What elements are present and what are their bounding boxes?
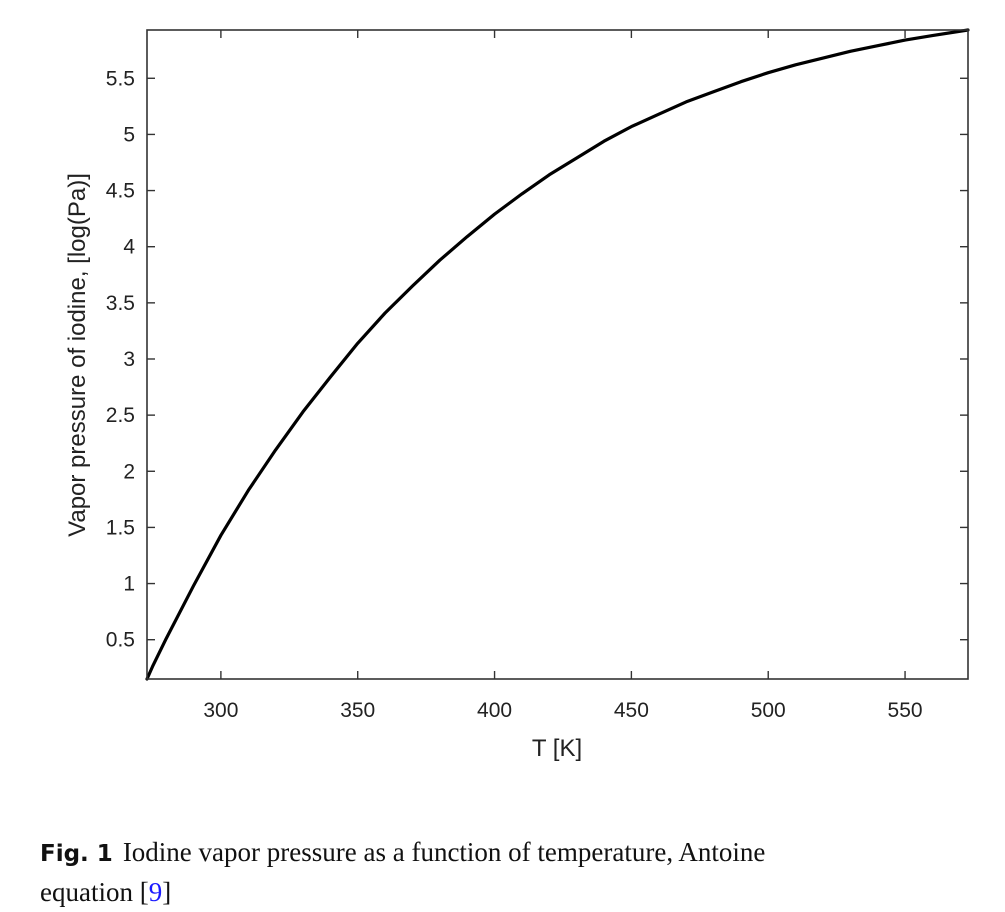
y-tick-label: 5 — [123, 123, 135, 146]
y-tick-label: 2.5 — [106, 404, 135, 427]
axes-frame — [146, 29, 969, 680]
y-tick-label: 2 — [123, 460, 135, 483]
x-tick-label: 400 — [477, 699, 512, 722]
x-tick-label: 550 — [888, 699, 923, 722]
x-tick-label: 450 — [614, 699, 649, 722]
chart: 300 350 400 450 500 550 0.5 1 1.5 2 2.5 3 3.5 4 4.5 5 5.… — [64, 28, 970, 762]
caption-text-line2: equation [ — [40, 877, 149, 907]
figure-label: Fig. 1 — [40, 841, 113, 867]
y-tick-label: 4 — [123, 236, 135, 259]
y-tick-label: 5.5 — [106, 67, 135, 90]
x-axis-title: T [K] — [532, 735, 582, 762]
x-tick-label: 500 — [751, 699, 786, 722]
y-tick-label: 1.5 — [106, 516, 135, 539]
plot-area — [145, 28, 970, 681]
y-axis-title: Vapor pressure of iodine, [log(Pa)] — [64, 173, 91, 537]
caption-text-line2-end: ] — [162, 877, 172, 907]
y-tick-label: 4.5 — [106, 180, 135, 203]
x-tick-label: 350 — [340, 699, 375, 722]
y-tick-label: 0.5 — [106, 629, 135, 652]
axis-ticks: 300 350 400 450 500 550 0.5 1 1.5 2 2.5 3 3.5 4 4.5 5 5.… — [106, 30, 968, 722]
caption-text-line1: Iodine vapor pressure as a function of t… — [122, 837, 766, 867]
x-tick-label: 300 — [203, 699, 238, 722]
figure-caption: Fig. 1 Iodine vapor pressure as a functio… — [40, 833, 990, 911]
reference-link[interactable]: 9 — [148, 877, 163, 907]
vapor-pressure-line — [145, 28, 970, 681]
y-tick-label: 3 — [123, 348, 135, 371]
y-tick-label: 3.5 — [106, 292, 135, 315]
y-tick-label: 1 — [123, 573, 135, 596]
